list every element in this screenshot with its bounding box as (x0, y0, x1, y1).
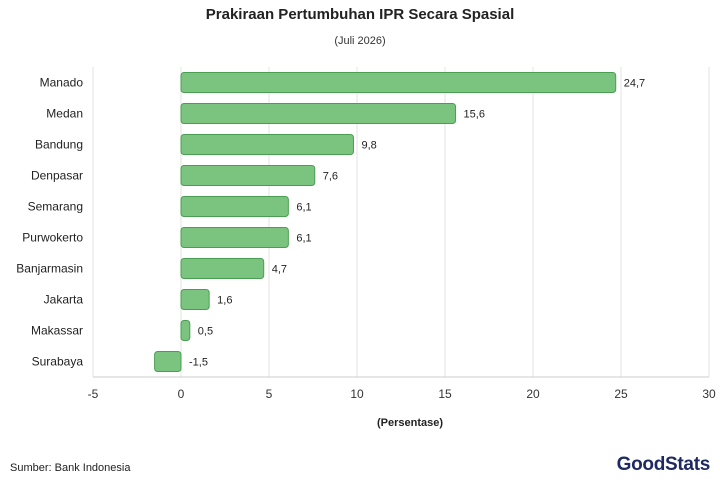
category-label: Denpasar (31, 169, 83, 183)
data-label: 7,6 (323, 171, 338, 183)
x-tick-label: 25 (614, 387, 628, 401)
bar (180, 227, 289, 248)
bar (180, 289, 210, 310)
brand-logo: GoodStats (616, 454, 711, 475)
x-tick-label: 30 (702, 387, 716, 401)
category-label: Banjarmasin (16, 262, 83, 276)
x-tick-label: -5 (88, 387, 99, 401)
data-label: 6,1 (296, 202, 311, 214)
data-label: 0,5 (198, 326, 213, 338)
category-label: Bandung (35, 138, 83, 152)
category-label: Surabaya (32, 355, 84, 369)
x-axis-label: (Persentase) (377, 417, 443, 429)
data-label: 6,1 (296, 233, 311, 245)
chart-subtitle: (Juli 2026) (334, 35, 386, 47)
source-note: Sumber: Bank Indonesia (10, 462, 131, 474)
data-label: 1,6 (217, 295, 232, 307)
bar (180, 258, 265, 279)
bar (154, 351, 182, 372)
chart-title: Prakiraan Pertumbuhan IPR Secara Spasial (205, 6, 515, 23)
bar (180, 72, 617, 93)
x-tick-label: 0 (178, 387, 185, 401)
x-tick-label: 10 (350, 387, 364, 401)
x-tick-label: 15 (438, 387, 452, 401)
x-tick-label: 5 (266, 387, 273, 401)
bar (180, 165, 316, 186)
bar (180, 103, 457, 124)
category-label: Medan (46, 107, 83, 121)
category-label: Purwokerto (22, 231, 83, 245)
bar (180, 320, 191, 341)
data-label: 4,7 (272, 264, 287, 276)
bar (180, 134, 354, 155)
category-label: Semarang (28, 200, 83, 214)
data-label: 9,8 (361, 140, 376, 152)
data-label: -1,5 (189, 357, 208, 369)
x-tick-label: 20 (526, 387, 540, 401)
bar (180, 196, 289, 217)
data-label: 24,7 (624, 78, 645, 90)
category-label: Jakarta (44, 293, 84, 307)
data-label: 15,6 (464, 109, 485, 121)
category-label: Makassar (31, 324, 83, 338)
category-label: Manado (40, 76, 84, 90)
